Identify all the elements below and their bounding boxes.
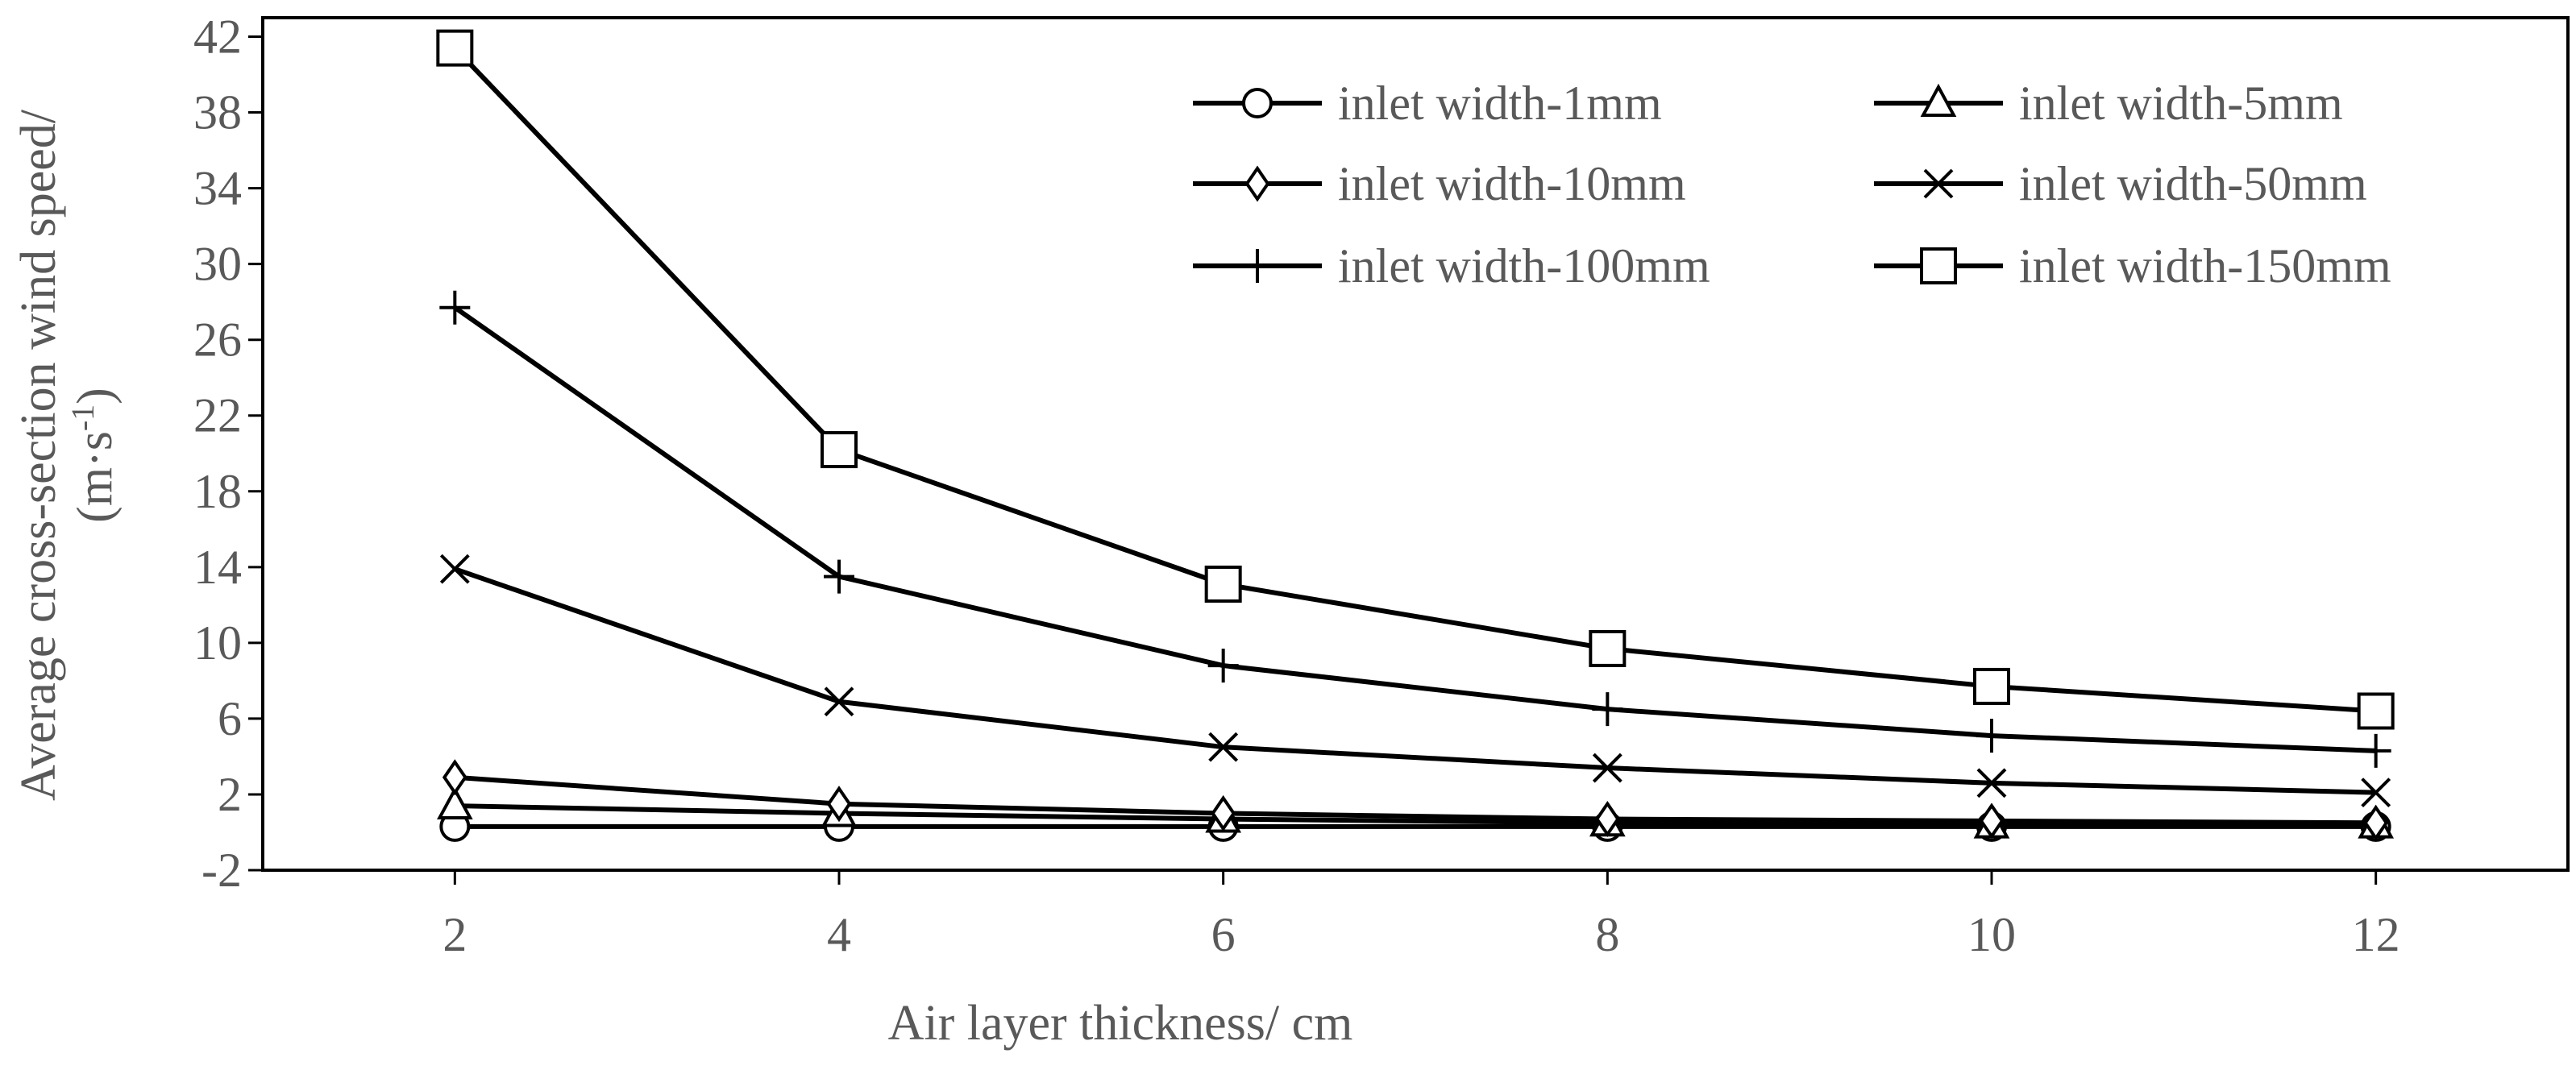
legend-marker-3 <box>1923 168 1954 199</box>
y-tick-label-0: -2 <box>202 844 242 897</box>
y-tick-label-1: 2 <box>218 768 242 821</box>
series-5-point-4 <box>1973 667 2010 705</box>
series-5-point-0 <box>436 29 474 67</box>
x-tick-label-1: 4 <box>827 908 851 961</box>
y-tick-label-5: 18 <box>193 465 242 518</box>
legend-label-0: inlet width-1mm <box>1338 77 1662 130</box>
series-1-point-0 <box>436 786 473 820</box>
series-5-point-5 <box>2357 692 2395 730</box>
y-axis-unit-close: ) <box>68 388 123 404</box>
legend-item-4: inlet width-100mm <box>1193 239 1710 292</box>
legend-label-4: inlet width-100mm <box>1338 239 1710 292</box>
y-axis-title: Average cross-section wind speed/ (m·s-1… <box>11 109 123 801</box>
legend-marker-0 <box>1242 88 1273 118</box>
series-4-point-0 <box>439 290 471 325</box>
x-tick-label-0: 2 <box>442 908 467 961</box>
x-tick-labels: 2 4 6 8 10 12 <box>442 908 2399 961</box>
legend-item-3: inlet width-50mm <box>1874 157 2367 210</box>
plot-area-frame <box>261 16 2570 872</box>
legend-marker-4 <box>1242 249 1273 283</box>
y-axis-title-line1: Average cross-section wind speed/ <box>11 109 66 801</box>
series-line-2 <box>455 774 2376 826</box>
series-2-point-3 <box>1594 800 1620 838</box>
series-3-point-2 <box>1208 732 1239 762</box>
series-line-5 <box>453 46 2376 714</box>
series-5-point-1 <box>821 431 858 469</box>
series-5-point-3 <box>1589 629 1627 667</box>
x-tick-label-2: 6 <box>1211 908 1236 961</box>
x-tick-label-3: 8 <box>1595 908 1619 961</box>
legend: inlet width-1mm inlet width-5mm inlet widt… <box>1193 77 2391 292</box>
series-3-point-0 <box>439 554 470 584</box>
y-tick-label-10: 38 <box>193 86 242 139</box>
legend-label-1: inlet width-5mm <box>2019 77 2343 130</box>
x-tick-label-5: 12 <box>2352 908 2400 961</box>
y-axis-unit-exponent: -1 <box>64 404 101 431</box>
series-4-point-5 <box>2360 733 2391 768</box>
legend-item-2: inlet width-10mm <box>1193 157 1686 210</box>
y-tick-label-3: 10 <box>193 616 242 670</box>
legend-marker-5 <box>1920 247 1957 284</box>
series-2-point-1 <box>826 786 852 823</box>
series-5-point-2 <box>1204 565 1242 603</box>
y-axis-title-line2: (m·s-1) <box>64 388 123 523</box>
y-tick-label-11: 42 <box>193 10 242 64</box>
series-2-point-4 <box>1979 802 2005 840</box>
y-tick-label-2: 6 <box>218 692 242 745</box>
axis-ticks <box>248 35 2378 885</box>
series-2-point-5 <box>2363 804 2389 841</box>
data-series <box>436 29 2395 842</box>
series-3-point-1 <box>824 686 854 717</box>
series-3-point-4 <box>1976 768 2007 798</box>
legend-label-3: inlet width-50mm <box>2019 157 2367 210</box>
legend-item-5: inlet width-150mm <box>1874 239 2391 292</box>
series-2-point-0 <box>442 759 467 796</box>
legend-label-5: inlet width-150mm <box>2019 239 2391 292</box>
series-line-3 <box>454 566 2376 795</box>
legend-item-0: inlet width-1mm <box>1193 77 1662 130</box>
y-axis-unit: (m·s <box>68 431 123 523</box>
series-5 <box>436 29 2395 730</box>
series-4-point-2 <box>1207 649 1239 683</box>
y-tick-label-9: 34 <box>193 162 242 215</box>
series-4-point-3 <box>1592 692 1623 727</box>
x-tick-label-4: 10 <box>1967 908 2016 961</box>
series-2 <box>442 759 2389 841</box>
series-3-point-3 <box>1592 753 1622 783</box>
y-tick-label-8: 30 <box>193 238 242 291</box>
legend-marker-1 <box>1920 83 1957 117</box>
series-4-point-4 <box>1976 719 2007 753</box>
y-tick-label-7: 26 <box>193 313 242 367</box>
y-tick-label-6: 22 <box>193 389 242 442</box>
legend-marker-2 <box>1244 165 1270 202</box>
series-line-1 <box>455 803 2376 827</box>
series-4 <box>439 290 2391 768</box>
legend-item-1: inlet width-5mm <box>1874 77 2343 130</box>
series-3-point-5 <box>2361 778 2391 808</box>
series-4-point-1 <box>824 559 854 594</box>
legend-label-2: inlet width-10mm <box>1338 157 1686 210</box>
series-3 <box>439 554 2391 808</box>
series-line-4 <box>453 305 2376 753</box>
series-2-point-2 <box>1211 794 1236 832</box>
y-tick-label-4: 14 <box>193 541 242 594</box>
x-axis-title: Air layer thickness/ cm <box>888 996 1353 1051</box>
